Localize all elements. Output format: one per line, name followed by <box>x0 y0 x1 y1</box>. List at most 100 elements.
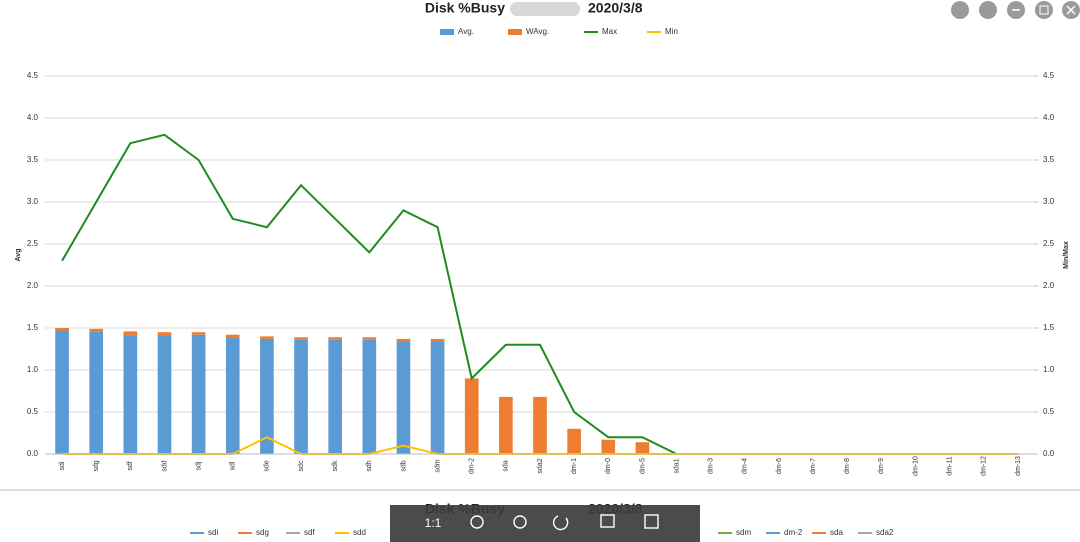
bar <box>294 339 308 454</box>
x-tick-label: dm-7 <box>810 458 817 474</box>
y-tick-label: 0.0 <box>27 449 39 458</box>
chart-date: 2020/3/8 <box>588 0 643 16</box>
x-tick-label: sdh <box>366 460 373 471</box>
y2-tick-label: 0.0 <box>1043 449 1055 458</box>
x-tick-label: sda <box>503 460 510 471</box>
legend-label: Avg. <box>458 27 474 36</box>
bar <box>225 338 240 454</box>
y-tick-label: 2.5 <box>27 239 39 248</box>
bar <box>362 337 377 340</box>
bar <box>328 337 342 340</box>
legend-label: WAvg. <box>526 27 549 36</box>
save[interactable] <box>644 514 659 529</box>
pin-button[interactable] <box>979 1 997 19</box>
x-tick-label: dm-1 <box>571 458 578 474</box>
zoom-in[interactable] <box>470 515 484 529</box>
x-tick-label: sdb <box>400 460 407 471</box>
bar <box>567 428 581 454</box>
crop[interactable] <box>600 514 615 528</box>
x-tick-label: sdk <box>332 460 339 471</box>
y-tick-label: 3.5 <box>27 155 39 164</box>
y2-tick-label: 2.0 <box>1043 281 1055 290</box>
y-tick-label: 4.5 <box>27 71 39 80</box>
y2-tick-label: 1.5 <box>1043 323 1055 332</box>
legend-swatch <box>440 29 454 35</box>
bar <box>635 442 650 454</box>
legend-label: sda <box>830 528 843 537</box>
bar <box>191 332 206 335</box>
blurred-text <box>510 2 580 16</box>
x-tick-label: dm-9 <box>878 458 885 474</box>
toolbar-bg <box>390 505 700 542</box>
y2-tick-label: 4.0 <box>1043 113 1055 122</box>
bar <box>55 328 69 331</box>
bar <box>191 334 206 454</box>
x-tick-label: dm-6 <box>776 458 783 474</box>
x-tick-label: sda1 <box>673 458 680 473</box>
y2-tick-label: 1.0 <box>1043 365 1055 374</box>
x-tick-label: dm-2 <box>469 458 476 474</box>
y2-tick-label: 4.5 <box>1043 71 1055 80</box>
bar <box>89 331 104 454</box>
y-tick-label: 0.5 <box>27 407 39 416</box>
x-tick-label: dm-11 <box>946 456 953 475</box>
bar <box>260 336 274 339</box>
legend-label: dm-2 <box>784 528 803 537</box>
legend-label: sda2 <box>876 528 894 537</box>
zoom-reset[interactable]: 1:1 <box>425 516 442 530</box>
window-buttons <box>951 1 1080 19</box>
legend-label: sdd <box>353 528 366 537</box>
bar <box>328 339 342 454</box>
legend-label: Min <box>665 27 678 36</box>
bar <box>260 338 274 454</box>
bar <box>225 334 240 339</box>
x-tick-label: dm-10 <box>912 456 919 476</box>
bar <box>89 328 104 332</box>
bar <box>430 341 445 454</box>
legend-swatch <box>508 29 522 35</box>
y-tick-label: 1.0 <box>27 365 39 374</box>
x-tick-label: sdc <box>298 460 305 471</box>
y2-tick-label: 0.5 <box>1043 407 1055 416</box>
x-tick-label: dm-8 <box>844 458 851 474</box>
x-tick-label: dm-5 <box>639 458 646 474</box>
bar <box>294 337 308 340</box>
toolbar: 1:1 <box>390 505 700 542</box>
x-tick-label: sdd <box>161 460 168 471</box>
bar <box>396 338 411 342</box>
bar <box>55 330 69 454</box>
bar <box>430 338 445 342</box>
x-tick-label: sdi <box>59 461 66 470</box>
bar <box>123 331 138 336</box>
y2-tick-label: 2.5 <box>1043 239 1055 248</box>
x-tick-label: sdf <box>127 461 134 470</box>
zoom-out[interactable] <box>513 515 527 529</box>
icon <box>1066 5 1076 15</box>
icon <box>1039 5 1049 15</box>
legend-label: sdg <box>256 528 269 537</box>
y2-axis-title: Min/Max <box>1063 241 1070 269</box>
x-tick-label: sdj <box>195 461 202 470</box>
x-tick-label: sda2 <box>537 458 544 473</box>
x-tick-label: dm-4 <box>742 458 749 474</box>
y2-tick-label: 3.5 <box>1043 155 1055 164</box>
second-legend: sdi sdg sdf sdd sdm dm-2 sda sda2 <box>190 528 894 537</box>
bar <box>499 396 513 454</box>
x-tick-label: dm-3 <box>708 458 715 474</box>
bar <box>533 396 547 454</box>
legend-label: sdf <box>304 528 315 537</box>
rotate[interactable] <box>552 515 569 531</box>
maximize-button[interactable] <box>1035 1 1053 19</box>
x-tick-label: sdm <box>434 459 441 472</box>
skin-button[interactable] <box>951 1 969 19</box>
bar <box>157 335 172 454</box>
x-tick-label: sde <box>264 460 271 471</box>
x-tick-label: sdl <box>230 461 237 470</box>
y-tick-label: 1.5 <box>27 323 39 332</box>
x-tick-label: sdg <box>93 460 100 471</box>
bar <box>464 378 479 454</box>
legend-label: sdm <box>736 528 751 537</box>
x-tick-label: dm-0 <box>605 458 612 474</box>
